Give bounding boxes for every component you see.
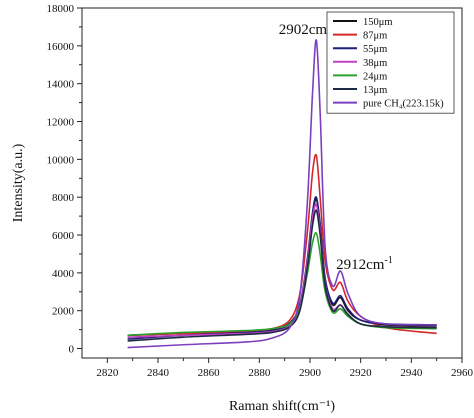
legend-label-1: 87μm: [363, 31, 387, 42]
y-tick-label: 4000: [52, 268, 75, 280]
legend-label-5: 13μm: [363, 85, 387, 96]
y-tick-label: 6000: [52, 230, 75, 242]
y-tick-label: 18000: [47, 3, 75, 15]
annotation-base: 2912cm: [336, 257, 385, 273]
legend-label-4: 24μm: [363, 71, 387, 82]
legend-label-6: pure CH₄(223.15k): [363, 99, 444, 110]
y-tick-label: 0: [69, 344, 75, 356]
y-tick-label: 16000: [47, 41, 75, 53]
x-tick-label: 2880: [248, 367, 271, 379]
legend-label-2: 55μm: [363, 44, 387, 55]
x-tick-label: 2920: [350, 367, 373, 379]
x-tick-label: 2840: [147, 367, 170, 379]
axes: 2820 2840 2860 2880 2900 2920 2940 2960 0 2000 400…: [11, 3, 474, 414]
x-axis-label: Raman shift(cm⁻¹): [229, 399, 335, 414]
x-tick-label: 2900: [299, 367, 322, 379]
x-tick-label: 2820: [96, 367, 119, 379]
legend-label-3: 38μm: [363, 58, 387, 69]
peak-annotation-1: 2912cm-1: [336, 255, 393, 273]
series-line-6: [127, 39, 437, 349]
series-line-4: [127, 231, 437, 337]
y-tick-label: 8000: [52, 192, 75, 204]
y-tick-label: 2000: [52, 306, 75, 318]
x-tick-label: 2860: [198, 367, 221, 379]
annotation-superscript: -1: [384, 255, 392, 266]
y-tick-label: 14000: [47, 79, 75, 91]
series-line-5: [127, 209, 437, 342]
series-line-2: [127, 196, 437, 340]
legend: 150μm 87μm 55μm 38μm 24μm 13μm pure CH₄(223.15…: [326, 11, 455, 114]
x-tick-label: 2960: [451, 367, 474, 379]
x-tick-label: 2940: [400, 367, 423, 379]
legend-label-0: 150μm: [363, 17, 393, 28]
y-tick-label: 12000: [47, 117, 75, 129]
series-lines: [127, 39, 437, 349]
y-axis-label: Intensity(a.u.): [11, 143, 26, 222]
annotation-base: 2902cm: [279, 22, 328, 38]
y-tick-label: 10000: [47, 154, 75, 166]
